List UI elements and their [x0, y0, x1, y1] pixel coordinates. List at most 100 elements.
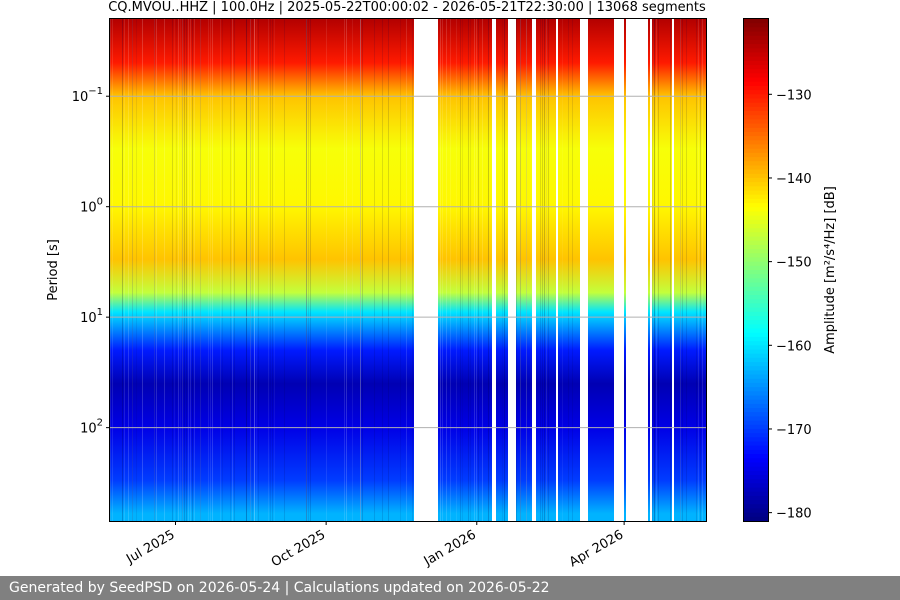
- heatmap-column: [648, 19, 650, 521]
- heatmap-column: [154, 19, 156, 521]
- x-tick-label: Apr 2026: [567, 527, 626, 570]
- heatmap-column: [546, 19, 548, 521]
- colorbar-segment: [744, 370, 768, 376]
- heatmap-column: [524, 19, 526, 521]
- y-axis-label: Period [s]: [46, 239, 61, 301]
- colorbar-segment: [744, 131, 768, 137]
- heatmap-column: [504, 19, 506, 521]
- heatmap-column: [412, 19, 414, 521]
- heatmap-column: [138, 19, 140, 521]
- colorbar-segment: [744, 77, 768, 83]
- colorbar-segment: [744, 408, 768, 413]
- heatmap-streak: [476, 19, 477, 521]
- heatmap-streak: [520, 19, 521, 521]
- heatmap-column: [318, 19, 320, 521]
- colorbar-segment: [744, 320, 768, 325]
- heatmap-column: [258, 19, 260, 521]
- heatmap-column: [536, 19, 538, 521]
- heatmap-streak: [568, 19, 569, 521]
- heatmap-column: [208, 19, 210, 521]
- colorbar-segment: [744, 345, 768, 351]
- heatmap-column: [230, 19, 232, 521]
- heatmap-streak: [360, 19, 361, 521]
- heatmap-streak: [210, 19, 211, 521]
- heatmap-column: [704, 19, 706, 521]
- heatmap-column: [292, 19, 294, 521]
- heatmap-column: [398, 19, 400, 521]
- heatmap-column: [472, 19, 474, 521]
- heatmap-streak: [190, 19, 191, 521]
- heatmap-column: [238, 19, 240, 521]
- heatmap-column: [370, 19, 372, 521]
- colorbar-segment: [744, 31, 768, 37]
- heatmap-streak: [230, 19, 231, 521]
- heatmap-column: [232, 19, 234, 521]
- heatmap-column: [194, 19, 196, 521]
- heatmap-streak: [362, 19, 363, 521]
- heatmap-column: [264, 19, 266, 521]
- heatmap-column: [454, 19, 456, 521]
- x-axis: Jul 2025 Oct 2025 Jan 2026 Apr 2026: [123, 521, 626, 570]
- colorbar-segment: [744, 111, 768, 116]
- heatmap-streak: [360, 19, 361, 521]
- heatmap-column: [316, 19, 318, 521]
- colorbar-segment: [744, 437, 768, 443]
- heatmap-column: [588, 19, 590, 521]
- heatmap-column: [548, 19, 550, 521]
- heatmap-column: [676, 19, 678, 521]
- colorbar-segment: [744, 449, 768, 455]
- y-tick-label: 100: [80, 197, 103, 216]
- heatmap-column: [302, 19, 304, 521]
- colorbar-segment: [744, 378, 768, 384]
- heatmap-streak: [222, 19, 223, 521]
- colorbar-segment: [744, 69, 768, 74]
- heatmap-column: [550, 19, 552, 521]
- heatmap-column: [466, 19, 468, 521]
- heatmap-streak: [526, 19, 527, 521]
- heatmap-column: [390, 19, 392, 521]
- colorbar-tick-label: −160: [776, 339, 812, 354]
- heatmap-column: [538, 19, 540, 521]
- colorbar-segment: [744, 94, 768, 100]
- colorbar-segment: [744, 424, 768, 430]
- heatmap-column: [480, 19, 482, 521]
- colorbar-segment: [744, 240, 768, 246]
- colorbar-tick-label: −170: [776, 423, 812, 438]
- heatmap-streak: [178, 19, 179, 521]
- heatmap-column: [304, 19, 306, 521]
- heatmap-streak: [122, 19, 123, 521]
- heatmap-column: [438, 19, 440, 521]
- colorbar-segment: [744, 123, 768, 129]
- heatmap-column: [236, 19, 238, 521]
- heatmap-streak: [110, 19, 111, 521]
- heatmap-column: [312, 19, 314, 521]
- heatmap-streak: [544, 19, 545, 521]
- colorbar-segment: [744, 474, 768, 480]
- heatmap-column: [358, 19, 360, 521]
- heatmap-streak: [272, 19, 273, 521]
- heatmap-column: [256, 19, 258, 521]
- heatmap-streak: [658, 19, 659, 521]
- colorbar-segment: [744, 115, 768, 120]
- heatmap-column: [322, 19, 324, 521]
- heatmap-column: [464, 19, 466, 521]
- heatmap-streak: [132, 19, 133, 521]
- heatmap-column: [162, 19, 164, 521]
- heatmap-column: [298, 19, 300, 521]
- heatmap-streak: [360, 19, 361, 521]
- heatmap-column: [386, 19, 388, 521]
- heatmap-column: [658, 19, 660, 521]
- colorbar-segment: [744, 336, 768, 342]
- heatmap-streak: [154, 19, 155, 521]
- colorbar-segment: [744, 244, 768, 250]
- heatmap-column: [214, 19, 216, 521]
- x-tick-label: Jan 2026: [421, 527, 479, 569]
- colorbar-segment: [744, 39, 768, 45]
- heatmap-streak: [462, 19, 463, 521]
- heatmap-column: [652, 19, 654, 521]
- heatmap-streak: [700, 19, 701, 521]
- heatmap-column: [280, 19, 282, 521]
- heatmap-column: [670, 19, 672, 521]
- colorbar-segment: [744, 282, 768, 288]
- colorbar-segment: [744, 19, 768, 24]
